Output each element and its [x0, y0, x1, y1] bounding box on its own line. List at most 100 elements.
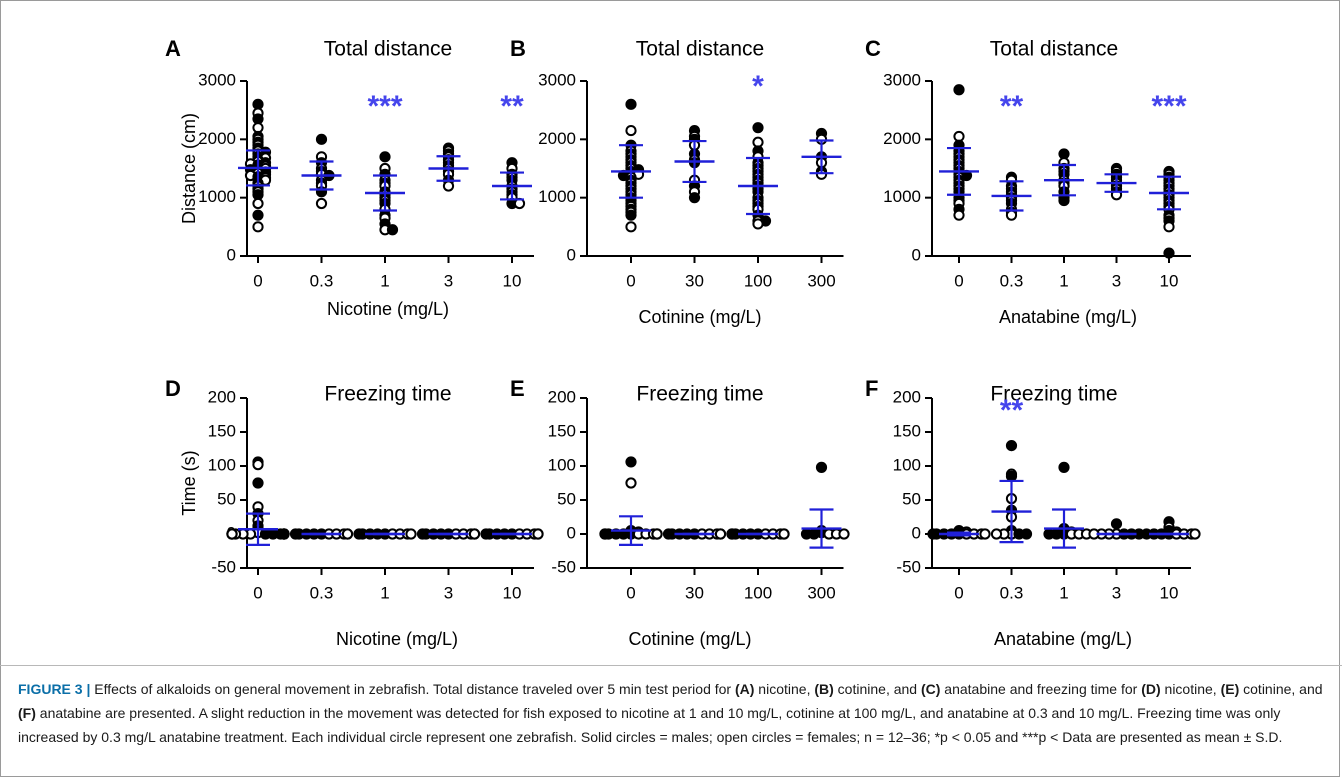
y-tick-label: 50 [902, 489, 921, 508]
y-tick-label: 100 [548, 455, 576, 474]
y-tick-label: 1000 [538, 187, 576, 206]
x-tick-label: 100 [744, 271, 772, 290]
y-tick-label: 50 [217, 489, 236, 508]
data-point [625, 456, 637, 468]
panel-title: Freezing time [636, 383, 763, 406]
panel-letter: A [165, 36, 181, 61]
x-tick-label: 3 [1112, 583, 1121, 602]
data-point [625, 221, 637, 233]
data-point [1005, 440, 1018, 452]
panel-letter: C [865, 36, 881, 61]
data-point [990, 528, 1003, 540]
y-tick-label: 100 [893, 455, 921, 474]
caption-text: Effects of alkaloids on general movement… [90, 681, 735, 697]
caption-ref-c: (C) [920, 681, 941, 697]
data-point [726, 528, 738, 540]
x-axis-label: Nicotine (mg/L) [336, 629, 458, 649]
significance-stars: *** [1151, 90, 1186, 123]
data-point [1005, 209, 1018, 221]
y-tick-label: -50 [551, 557, 576, 576]
data-point [778, 528, 790, 540]
data-point [625, 124, 637, 137]
x-tick-label: 1 [380, 271, 389, 290]
x-tick-label: 0 [954, 583, 963, 602]
x-tick-label: 1 [1059, 583, 1068, 602]
data-point [1163, 221, 1175, 233]
y-tick-label: 200 [208, 387, 236, 406]
x-tick-label: 1 [1059, 271, 1068, 290]
x-tick-label: 0 [626, 583, 635, 602]
data-point [1189, 528, 1201, 540]
data-point [442, 180, 455, 192]
x-tick-label: 0 [626, 271, 635, 290]
x-axis-label: Nicotine (mg/L) [327, 299, 449, 319]
x-tick-label: 3 [444, 271, 453, 290]
x-tick-label: 0.3 [1000, 271, 1024, 290]
x-tick-label: 3 [444, 583, 453, 602]
x-tick-label: 0.3 [310, 271, 334, 290]
panel-letter: E [510, 376, 525, 401]
data-point [953, 209, 965, 221]
y-axis-label: Distance (cm) [179, 113, 199, 224]
y-tick-label: 200 [548, 387, 576, 406]
x-tick-label: 30 [685, 583, 704, 602]
data-point [226, 528, 238, 540]
data-point [714, 528, 727, 540]
data-point [662, 528, 675, 540]
y-tick-label: 0 [567, 245, 576, 264]
data-point [252, 197, 264, 210]
x-tick-label: 10 [1160, 271, 1179, 290]
x-tick-label: 0 [253, 583, 262, 602]
data-point [752, 122, 764, 134]
significance-stars: ** [1000, 394, 1024, 427]
data-point [405, 528, 417, 540]
data-point [416, 528, 429, 540]
y-tick-label: 150 [893, 421, 921, 440]
significance-stars: ** [1000, 90, 1024, 123]
x-axis-label: Anatabine (mg/L) [994, 629, 1132, 649]
data-point [1058, 194, 1070, 207]
data-point [532, 528, 544, 540]
data-point [599, 528, 611, 540]
caption-text: anatabine are presented. A slight reduct… [18, 705, 1283, 745]
caption-ref-d: (D) [1141, 681, 1161, 697]
x-tick-label: 0 [253, 271, 262, 290]
data-point [752, 218, 764, 230]
data-point [468, 528, 481, 540]
data-point [289, 528, 302, 540]
x-axis-label: Cotinine (mg/L) [628, 629, 751, 649]
data-point [651, 528, 663, 540]
data-point [252, 477, 264, 489]
caption-text: nicotine, [754, 681, 815, 697]
x-tick-label: 0 [954, 271, 963, 290]
data-point [625, 209, 637, 221]
data-point [278, 528, 290, 540]
data-point [688, 192, 701, 204]
x-tick-label: 0.3 [310, 583, 334, 602]
data-point [625, 477, 637, 489]
data-point [252, 209, 264, 221]
caption-divider [0, 665, 1342, 666]
y-tick-label: 1000 [883, 187, 921, 206]
x-tick-label: 300 [807, 271, 835, 290]
data-point [315, 197, 328, 210]
caption-ref-f: (F) [18, 705, 36, 721]
data-point [927, 528, 939, 540]
data-point [800, 528, 813, 540]
y-tick-label: 3000 [883, 70, 921, 89]
significance-stars: * [752, 70, 764, 103]
data-point [480, 528, 492, 540]
y-tick-label: 50 [557, 489, 576, 508]
significance-stars: *** [367, 90, 402, 123]
data-point [315, 133, 328, 145]
significance-stars: ** [500, 90, 524, 123]
panel-title: Freezing time [990, 383, 1117, 406]
y-tick-label: -50 [211, 557, 236, 576]
data-point [386, 224, 399, 236]
y-tick-label: 150 [208, 421, 236, 440]
x-tick-label: 0.3 [1000, 583, 1024, 602]
caption-text: anatabine and freezing time for [940, 681, 1142, 697]
x-tick-label: 10 [1160, 583, 1179, 602]
data-point [1110, 518, 1123, 530]
x-tick-label: 1 [380, 583, 389, 602]
